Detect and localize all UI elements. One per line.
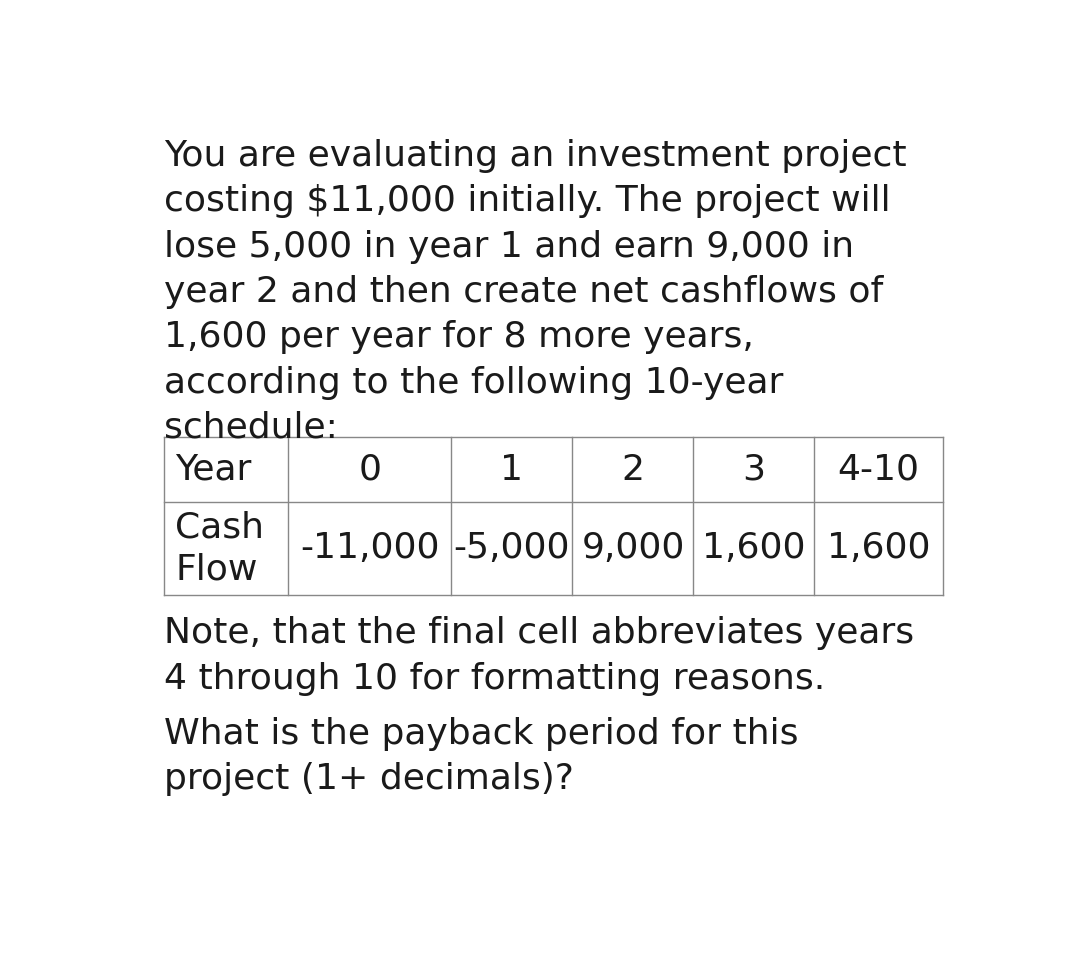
Text: You are evaluating an investment project
costing $11,000 initially. The project : You are evaluating an investment project… — [164, 139, 907, 445]
Text: 4-10: 4-10 — [837, 453, 919, 486]
Text: 1,600: 1,600 — [702, 532, 806, 565]
Text: 3: 3 — [742, 453, 766, 486]
Text: 1,600: 1,600 — [827, 532, 930, 565]
Text: What is the payback period for this
project (1+ decimals)?: What is the payback period for this proj… — [164, 717, 799, 796]
Text: 2: 2 — [621, 453, 645, 486]
Text: 9,000: 9,000 — [581, 532, 685, 565]
Text: Year: Year — [175, 453, 252, 486]
Text: 1: 1 — [500, 453, 524, 486]
Text: 0: 0 — [359, 453, 381, 486]
Text: -11,000: -11,000 — [300, 532, 440, 565]
Text: -5,000: -5,000 — [454, 532, 570, 565]
Text: Cash
Flow: Cash Flow — [175, 510, 265, 587]
Text: Note, that the final cell abbreviates years
4 through 10 for formatting reasons.: Note, that the final cell abbreviates ye… — [164, 617, 915, 696]
